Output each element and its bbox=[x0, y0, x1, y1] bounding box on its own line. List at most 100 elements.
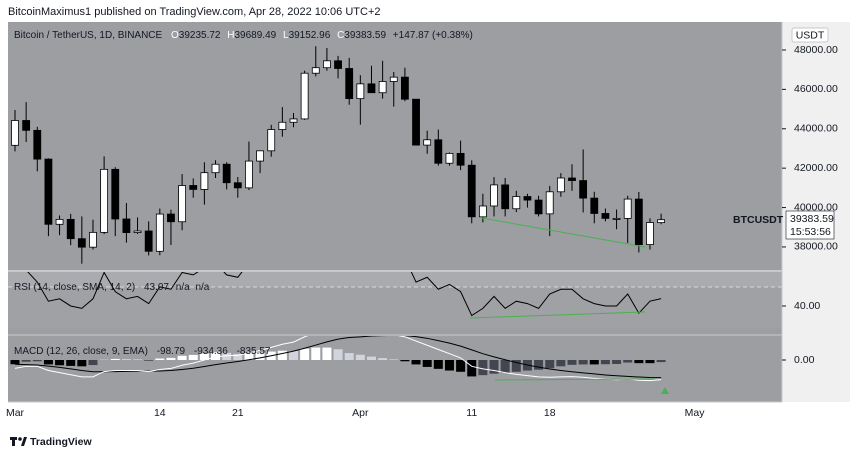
separator bbox=[8, 270, 782, 272]
candle-body bbox=[534, 199, 543, 215]
candle-body bbox=[523, 196, 532, 201]
candle-body bbox=[445, 152, 454, 164]
y-tick-label: 42000.00 bbox=[794, 162, 838, 174]
candle-body bbox=[245, 160, 253, 189]
y-tick-label: 44000.00 bbox=[794, 123, 838, 135]
rsi-legend: RSI (14, close, SMA, 14, 2) 43.07 n/a n/… bbox=[14, 282, 210, 293]
histogram-bar bbox=[277, 350, 287, 360]
candle-body bbox=[133, 230, 142, 233]
histogram-bar bbox=[344, 353, 354, 360]
price-box bbox=[785, 210, 835, 240]
x-tick-label: 21 bbox=[232, 407, 244, 419]
candle-body bbox=[144, 230, 153, 252]
y-tick-label: 38000.00 bbox=[794, 241, 838, 253]
candle-body bbox=[167, 213, 175, 223]
histogram-bar bbox=[467, 360, 477, 377]
histogram-bar bbox=[166, 357, 176, 360]
histogram-bar bbox=[422, 360, 432, 367]
histogram-bar bbox=[244, 353, 254, 360]
candle-body bbox=[200, 172, 209, 190]
high-key: H bbox=[227, 30, 234, 41]
y-tick-label: 48000.00 bbox=[794, 44, 838, 56]
high-value: 39689.49 bbox=[235, 30, 277, 41]
histogram-bar bbox=[199, 353, 209, 360]
axes: 38000.00 40000.00 42000.00 44000.00 46000.00… bbox=[6, 44, 838, 419]
candle-body bbox=[211, 163, 220, 174]
histogram-bar bbox=[534, 360, 544, 370]
separator bbox=[8, 328, 782, 336]
candle-body bbox=[300, 72, 309, 120]
divergence-line bbox=[469, 311, 646, 319]
candle-body bbox=[490, 184, 498, 207]
candle-body bbox=[334, 60, 342, 69]
candle-body bbox=[155, 213, 164, 252]
candle-body bbox=[267, 129, 276, 152]
histogram-bar bbox=[589, 360, 599, 365]
histogram-bar bbox=[456, 360, 466, 372]
x-tick-label: 11 bbox=[466, 407, 477, 419]
candle-body bbox=[400, 76, 409, 100]
histogram-bar bbox=[656, 360, 666, 363]
candle-body bbox=[33, 129, 42, 160]
histogram-bar bbox=[155, 358, 165, 360]
candle-body bbox=[178, 185, 187, 223]
candle-body bbox=[189, 185, 198, 190]
signal-arrow bbox=[661, 387, 669, 394]
candle-body bbox=[367, 83, 376, 94]
macd-legend: MACD (12, 26, close, 9, EMA) -98.79 -934… bbox=[14, 346, 271, 357]
symbol-label: BTCUSDT bbox=[733, 214, 784, 226]
rsi-band bbox=[8, 287, 782, 328]
x-tick-label: Apr bbox=[352, 407, 369, 419]
histogram-bar bbox=[10, 360, 20, 365]
candle-body bbox=[456, 152, 465, 166]
y-tick-label: 40.00 bbox=[794, 300, 820, 312]
candle-body bbox=[467, 164, 476, 218]
x-tick-label: May bbox=[685, 407, 706, 419]
candle-body bbox=[501, 184, 510, 210]
brand: TradingView bbox=[30, 436, 92, 448]
histogram-bar bbox=[188, 354, 198, 360]
histogram-bar bbox=[433, 360, 443, 369]
candle-body bbox=[345, 68, 354, 100]
histogram-bar bbox=[110, 358, 120, 360]
open-key: O bbox=[171, 30, 179, 41]
histogram-bar bbox=[21, 360, 31, 362]
candle-body bbox=[412, 98, 420, 146]
histogram-bar bbox=[311, 347, 321, 360]
close-key: C bbox=[337, 30, 344, 41]
candle-body bbox=[100, 168, 109, 233]
histogram-bar bbox=[511, 360, 521, 372]
open-value: 39235.72 bbox=[179, 30, 221, 41]
price-legend: Bitcoin / TetherUS, 1D, BINANCE O39235.7… bbox=[14, 30, 473, 41]
histogram-bar bbox=[88, 360, 98, 366]
publisher: BitcoinMaximus1 published on TradingView… bbox=[8, 6, 381, 18]
rsi-value: 43.07 bbox=[144, 282, 169, 293]
histogram-bar bbox=[32, 360, 42, 362]
histogram-bar bbox=[489, 360, 499, 374]
histogram-bar bbox=[567, 360, 577, 365]
divergence-line bbox=[481, 217, 646, 248]
histogram-bar bbox=[556, 360, 566, 367]
x-tick-label: 14 bbox=[154, 407, 166, 419]
candle-body bbox=[657, 219, 666, 224]
rsi-title: RSI (14, close, SMA, 14, 2) bbox=[14, 282, 135, 293]
histogram-bar bbox=[645, 360, 655, 364]
histogram-bar bbox=[578, 360, 588, 365]
candle-body bbox=[122, 218, 131, 233]
brand-logo bbox=[10, 437, 27, 446]
candle-body bbox=[11, 120, 19, 146]
candle-body bbox=[646, 222, 654, 245]
histogram-bar bbox=[634, 360, 644, 364]
candle-body bbox=[556, 177, 565, 193]
candle-body bbox=[55, 218, 64, 225]
rsi-na: n/a bbox=[176, 282, 190, 293]
time-axis bbox=[8, 402, 850, 424]
candle-body bbox=[389, 76, 398, 82]
candle-body bbox=[289, 118, 298, 123]
x-tick-label: 18 bbox=[544, 407, 556, 419]
x-tick-label: Mar bbox=[6, 407, 25, 419]
candle-body bbox=[233, 182, 242, 189]
low-value: 39152.96 bbox=[289, 30, 331, 41]
histogram-bar bbox=[333, 349, 343, 360]
histogram-bar bbox=[211, 352, 221, 360]
